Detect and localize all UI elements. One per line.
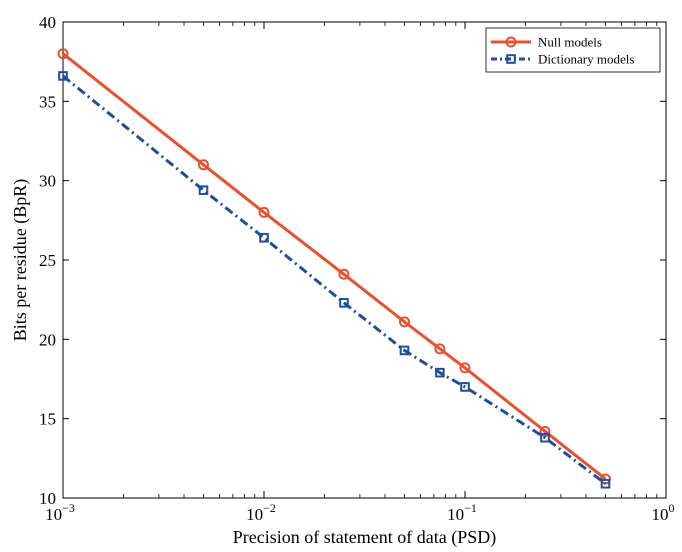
data-point	[58, 71, 68, 81]
data-point	[198, 185, 209, 195]
x-tick-label: 100	[652, 501, 675, 524]
x-tick-label: 10−1	[447, 501, 477, 524]
x-tick-label-base: 10	[652, 505, 669, 524]
x-tick-label: 10−2	[246, 501, 276, 524]
data-point	[258, 206, 270, 218]
legend-box	[485, 27, 661, 73]
data-point	[339, 298, 349, 308]
y-tick-label: 10	[39, 489, 56, 508]
series-dictionary-models	[58, 71, 611, 489]
x-tick-label-base: 10	[447, 505, 464, 524]
y-tick-label: 30	[39, 172, 56, 191]
series-line	[62, 74, 607, 485]
data-point	[460, 382, 470, 392]
data-point	[459, 362, 471, 374]
data-point	[539, 425, 551, 437]
series-null-models	[57, 48, 611, 485]
legend-label: Null models	[538, 35, 602, 50]
legend-marker	[505, 36, 517, 48]
y-tick-label: 40	[39, 13, 56, 32]
y-tick-label: 20	[39, 330, 56, 349]
legend-label: Dictionary models	[538, 52, 634, 67]
data-point	[398, 316, 410, 328]
x-tick-label-exponent: −3	[62, 501, 75, 515]
y-axis-label: Bits per residue (BpR)	[10, 179, 31, 341]
y-tick-label: 25	[39, 251, 56, 270]
data-point	[540, 432, 550, 443]
x-tick-label-base: 10	[45, 505, 62, 524]
data-point	[435, 367, 445, 378]
series-layer	[57, 48, 611, 489]
x-tick-label-base: 10	[246, 505, 263, 524]
legend-marker	[506, 54, 516, 64]
plot-area	[62, 21, 667, 499]
data-point	[57, 48, 69, 60]
x-tick-label-exponent: −2	[263, 501, 276, 515]
data-point	[259, 232, 269, 243]
x-tick-label-exponent: 0	[669, 501, 675, 515]
y-tick-label: 15	[39, 410, 56, 429]
data-point	[197, 159, 209, 171]
data-point	[399, 345, 410, 356]
y-tick-label: 35	[39, 92, 56, 111]
x-tick-label-exponent: −1	[464, 501, 477, 515]
y-axis-ticks: 10 15 20 25 30 35 40	[39, 13, 666, 508]
legend: Null models Dictionary models	[485, 27, 661, 73]
data-point	[434, 343, 446, 355]
data-point	[600, 478, 611, 489]
x-axis-ticks: 10−3 10−2 10−1 100	[45, 22, 675, 524]
x-tick-label: 10−3	[45, 501, 75, 524]
series-line	[62, 52, 607, 481]
x-axis-label: Precision of statement of data (PSD)	[233, 527, 496, 548]
data-point	[338, 268, 350, 280]
